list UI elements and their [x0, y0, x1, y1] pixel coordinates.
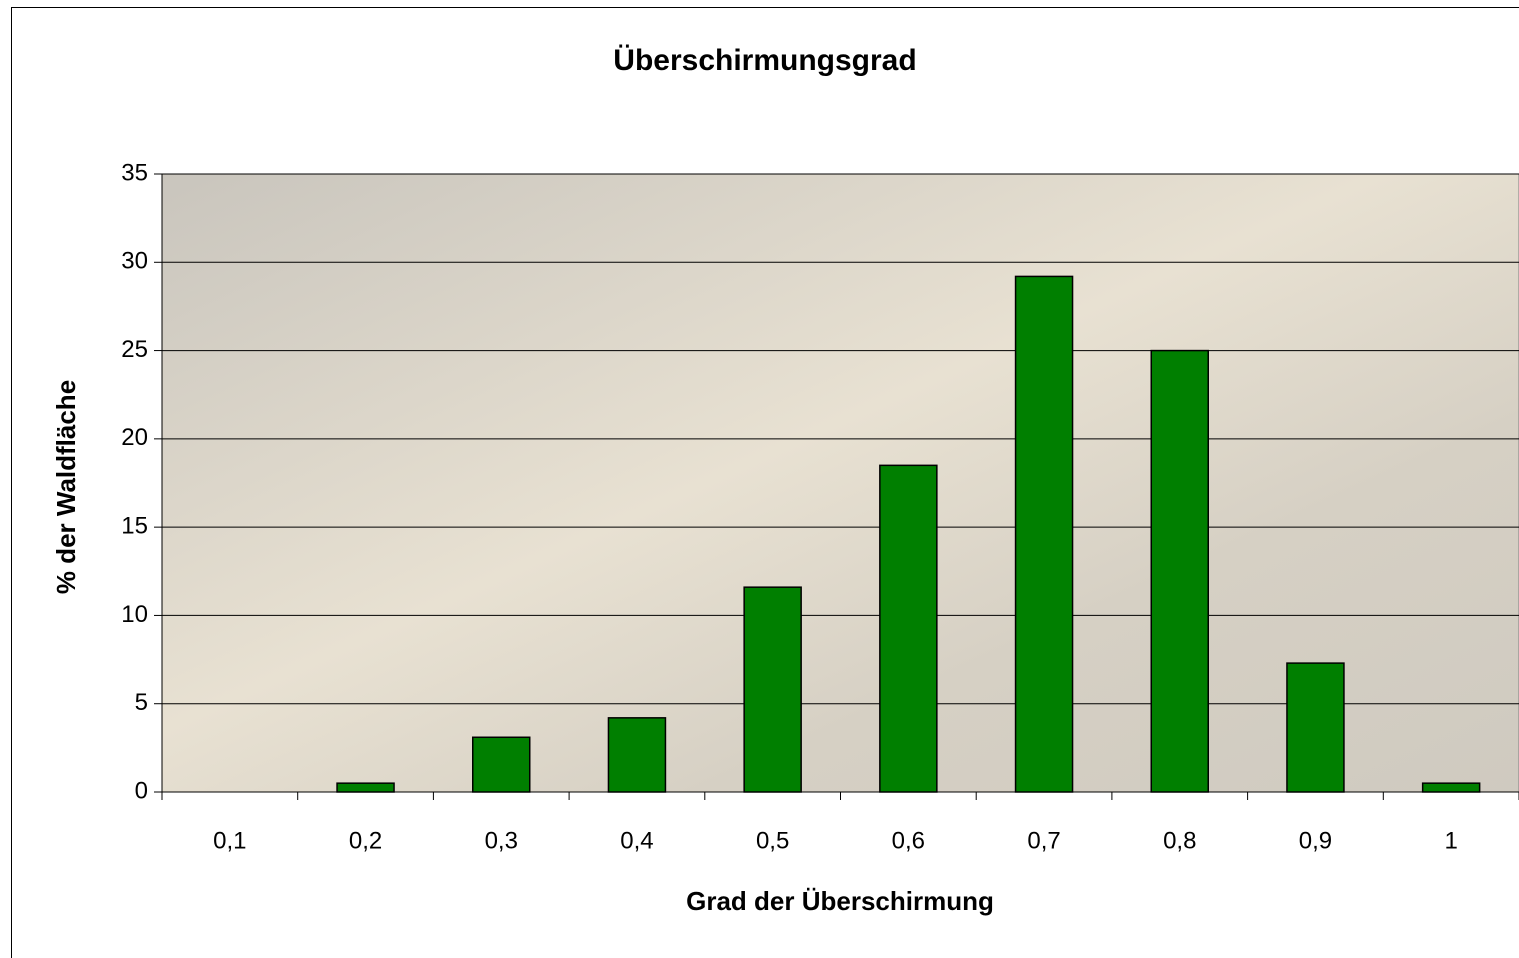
- bar: [608, 718, 665, 792]
- y-tick-label: 25: [121, 336, 148, 363]
- y-tick-label: 15: [121, 512, 148, 539]
- y-axis-label: % der Waldfläche: [51, 380, 81, 594]
- bar: [880, 465, 937, 792]
- x-tick-label: 1: [1444, 827, 1457, 854]
- bar: [473, 737, 530, 792]
- x-tick-label: 0,3: [485, 827, 518, 854]
- bar: [1151, 351, 1208, 792]
- x-tick-label: 0,9: [1299, 827, 1332, 854]
- x-tick-label: 0,6: [892, 827, 925, 854]
- chart-title: Überschirmungsgrad: [613, 44, 916, 77]
- x-tick-label: 0,8: [1163, 827, 1196, 854]
- y-tick-label: 20: [121, 424, 148, 451]
- x-tick-label: 0,2: [349, 827, 382, 854]
- x-tick-label: 0,1: [213, 827, 246, 854]
- x-tick-label: 0,4: [620, 827, 653, 854]
- y-tick-label: 5: [135, 689, 148, 716]
- y-tick-label: 35: [121, 159, 148, 186]
- y-tick-label: 30: [121, 248, 148, 275]
- x-tick-label: 0,5: [756, 827, 789, 854]
- bar: [1423, 783, 1480, 792]
- chart: Überschirmungsgrad Grad der Überschirmun…: [0, 0, 1519, 958]
- y-tick-label: 0: [135, 777, 148, 804]
- bar: [1016, 276, 1073, 792]
- x-axis-label: Grad der Überschirmung: [686, 886, 994, 916]
- bar: [744, 587, 801, 792]
- x-tick-label: 0,7: [1027, 827, 1060, 854]
- y-tick-label: 10: [121, 601, 148, 628]
- bar: [1287, 663, 1344, 792]
- bar: [337, 783, 394, 792]
